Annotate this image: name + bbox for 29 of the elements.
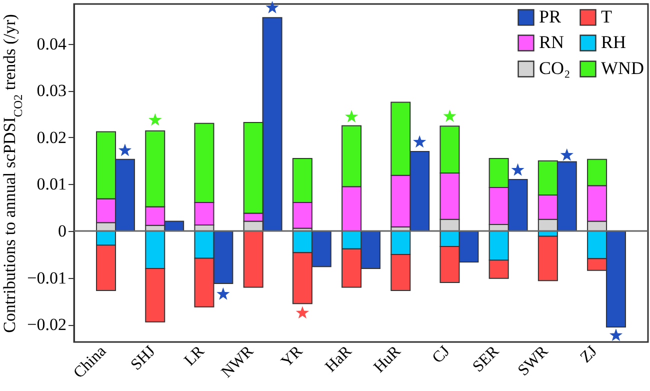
bar xyxy=(538,236,558,282)
y-tick-label: −0.01 xyxy=(27,268,66,288)
y-tick-label: −0.02 xyxy=(27,315,66,334)
point xyxy=(413,135,426,148)
legend-label: CO₂ xyxy=(539,58,570,78)
x-tick-label: HuR xyxy=(370,342,404,376)
point xyxy=(266,0,279,14)
y-tick-label: 0.04 xyxy=(36,34,67,54)
point xyxy=(216,287,230,300)
y-tick-label: 0.02 xyxy=(36,128,66,147)
y-tick-label: 0 xyxy=(58,222,66,241)
point xyxy=(118,144,132,156)
legend-label: T xyxy=(601,6,612,26)
point xyxy=(560,148,574,161)
y-tick-label: 0.03 xyxy=(36,81,66,100)
x-tick-label: SHJ xyxy=(128,342,159,374)
legend-label: WND xyxy=(601,58,644,78)
x-tick-label: SER xyxy=(470,342,503,376)
x-tick-label: HaR xyxy=(322,342,356,376)
legend-label: RH xyxy=(601,32,626,52)
x-tick-label: YR xyxy=(278,342,306,371)
x-tick-label: ZJ xyxy=(577,342,601,366)
x-tick-label: CJ xyxy=(429,342,454,367)
legend-label: PR xyxy=(539,6,562,26)
point xyxy=(511,163,524,176)
point xyxy=(609,328,623,342)
x-tick-label: LR xyxy=(181,342,208,370)
legend-label: RN xyxy=(539,32,564,52)
y-tick-label: 0.01 xyxy=(36,174,66,194)
